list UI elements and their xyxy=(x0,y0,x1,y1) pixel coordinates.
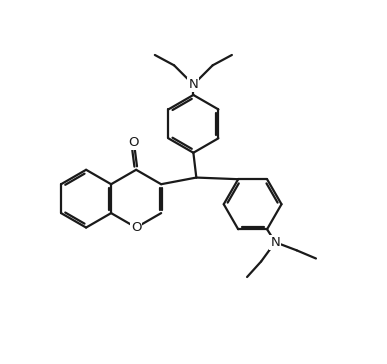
Text: N: N xyxy=(188,78,198,91)
Text: O: O xyxy=(131,221,141,234)
Text: O: O xyxy=(128,136,139,149)
Text: N: N xyxy=(271,236,280,249)
